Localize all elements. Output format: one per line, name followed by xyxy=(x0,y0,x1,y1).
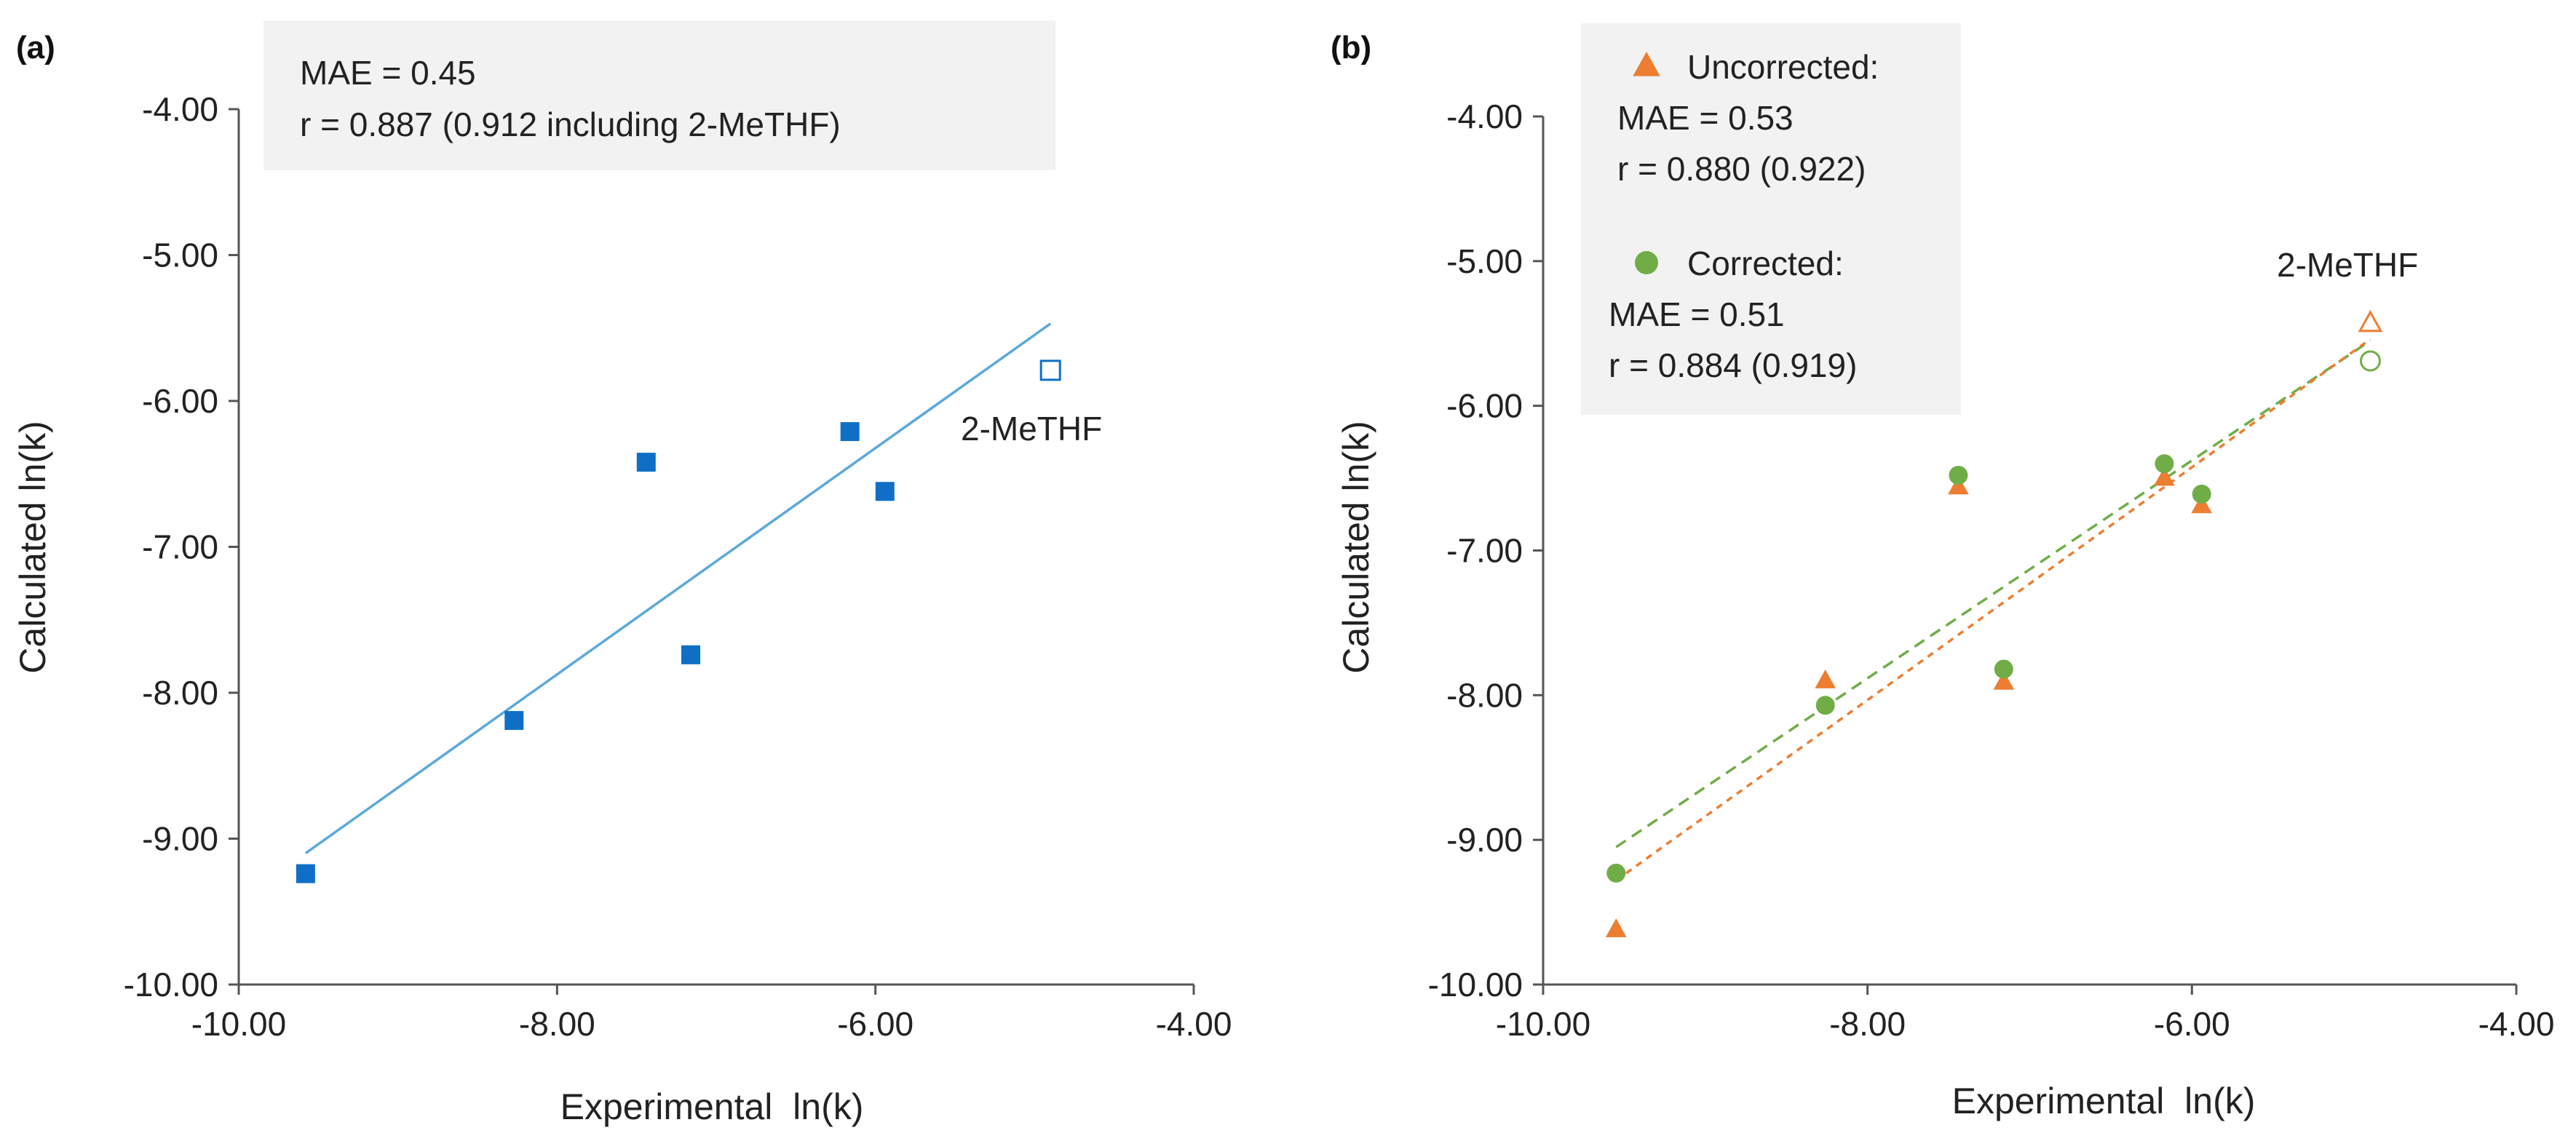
panel-a-point xyxy=(504,711,524,731)
panel-a-point xyxy=(840,422,860,442)
panel-b-y-tick-label: -7.00 xyxy=(1446,532,1523,570)
panel-a-stats-line-2: r = 0.887 (0.912 including 2-MeTHF) xyxy=(300,106,841,143)
panel-b-legend-uncorrected-r: r = 0.880 (0.922) xyxy=(1617,150,1866,188)
panel-a-y-tick-label: -8.00 xyxy=(142,674,218,712)
panel-b-y-tick-label: -8.00 xyxy=(1446,676,1523,714)
panel-b-point xyxy=(1948,475,1969,495)
panel-a-marks xyxy=(296,322,1061,883)
panel-b-x-tick-label: -10.00 xyxy=(1496,1005,1590,1043)
panel-a-x-tick-label: -4.00 xyxy=(1156,1005,1232,1043)
panel-a-x-tick-label: -8.00 xyxy=(519,1005,595,1043)
panel-a-point xyxy=(875,482,895,501)
panel-a-stats-line-1: MAE = 0.45 xyxy=(300,54,476,92)
panel-a-point xyxy=(1039,359,1061,381)
panel-a-x-tick-label: -10.00 xyxy=(191,1005,286,1043)
panel-b-point xyxy=(2155,454,2174,474)
panel-b-point xyxy=(1949,466,1968,485)
panel-b-y-axis-title: Calculated ln(k) xyxy=(1336,421,1376,673)
panel-a-point xyxy=(681,645,701,664)
panel-b-annotation: 2-MeTHF xyxy=(2277,246,2418,284)
panel-a-trendline-1 xyxy=(304,322,1052,854)
panel-b-y-tick-label: -4.00 xyxy=(1446,98,1523,135)
panel-b-point xyxy=(2191,494,2213,514)
panel-b-point xyxy=(1994,659,2013,679)
panel-b-legend-uncorrected-mae: MAE = 0.53 xyxy=(1617,99,1794,137)
panel-b-point xyxy=(1815,696,1835,715)
panel-a-point xyxy=(636,453,656,472)
panel-a-y-tick-label: -6.00 xyxy=(142,382,218,420)
panel-b-y-tick-label: -9.00 xyxy=(1446,821,1523,859)
panel-b-trendline-1 xyxy=(1615,339,2371,848)
panel-b-label: (b) xyxy=(1331,30,1371,65)
panel-a-y-tick-label: -10.00 xyxy=(124,966,218,1003)
panel-b-x-tick-label: -4.00 xyxy=(2478,1005,2555,1043)
legend-marker-corrected xyxy=(1635,251,1658,274)
panel-a-y-tick-label: -4.00 xyxy=(142,90,218,128)
panel-b: (b) Uncorrected: MAE = 0.53 r = 0.880 (0… xyxy=(1331,23,2554,1121)
panel-b-legend-label-corrected: Corrected: xyxy=(1687,244,1844,282)
panel-a-y-tick-label: -7.00 xyxy=(142,528,218,566)
panel-b-point xyxy=(2358,309,2383,333)
panel-a-label: (a) xyxy=(16,30,55,65)
panel-b-legend-corrected-mae: MAE = 0.51 xyxy=(1609,295,1785,333)
panel-b-point xyxy=(2154,466,2175,486)
panel-b-marks xyxy=(1605,309,2383,937)
panel-b-y-tick-label: -10.00 xyxy=(1428,966,1523,1003)
panel-b-legend-box xyxy=(1581,23,1961,415)
panel-a-annotation: 2-MeTHF xyxy=(961,410,1102,448)
panel-a-y-tick-label: -9.00 xyxy=(142,820,218,858)
panel-b-x-axis-title: Experimental ln(k) xyxy=(1952,1081,2256,1121)
panel-a-x-tick-label: -6.00 xyxy=(837,1005,914,1043)
panel-b-point xyxy=(1606,863,1626,883)
panel-b-legend-corrected-r: r = 0.884 (0.919) xyxy=(1609,346,1857,384)
panel-b-legend-markers xyxy=(1633,51,1660,274)
panel-a-stats-box xyxy=(263,20,1055,170)
panel-b-point xyxy=(2192,484,2211,504)
panel-b-trendline-2 xyxy=(1615,338,2371,882)
panel-a-axes: -10.00 -9.00 -8.00 -7.00 -6.00 -5.00 -4.00 -10.… xyxy=(124,90,1232,1043)
panel-b-point xyxy=(1993,671,2015,690)
panel-b-point xyxy=(2359,350,2381,372)
panel-b-y-tick-label: -6.00 xyxy=(1446,387,1523,425)
panel-a-y-axis-title: Calculated ln(k) xyxy=(12,421,53,673)
panel-a-point xyxy=(296,864,315,883)
panel-b-axes: -10.00 -9.00 -8.00 -7.00 -6.00 -5.00 -4.00 -10.… xyxy=(1428,98,2555,1043)
panel-b-legend-label-uncorrected: Uncorrected: xyxy=(1687,48,1879,86)
panel-b-point xyxy=(1605,918,1627,937)
panel-a: (a) MAE = 0.45 r = 0.887 (0.912 includin… xyxy=(12,20,1232,1127)
panel-b-point xyxy=(1815,669,1836,688)
legend-marker-uncorrected xyxy=(1633,51,1660,76)
panel-a-y-tick-label: -5.00 xyxy=(142,236,218,274)
panel-b-x-tick-label: -6.00 xyxy=(2154,1005,2230,1043)
panel-b-y-tick-label: -5.00 xyxy=(1446,242,1523,280)
panel-a-x-axis-title: Experimental ln(k) xyxy=(560,1086,864,1127)
panel-b-x-tick-label: -8.00 xyxy=(1829,1005,1906,1043)
